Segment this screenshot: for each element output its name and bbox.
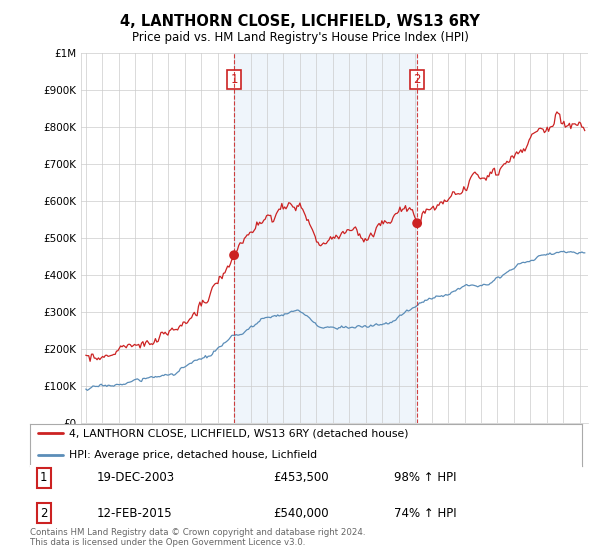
Text: 1: 1: [40, 471, 47, 484]
Text: 2: 2: [413, 73, 421, 86]
Bar: [234, 53, 417, 423]
Text: £453,500: £453,500: [273, 471, 329, 484]
Text: 12-FEB-2015: 12-FEB-2015: [96, 506, 172, 520]
Text: Price paid vs. HM Land Registry's House Price Index (HPI): Price paid vs. HM Land Registry's House …: [131, 31, 469, 44]
Text: 2: 2: [40, 506, 47, 520]
Point: [229, 251, 239, 260]
Point: [412, 219, 422, 228]
Text: £540,000: £540,000: [273, 506, 329, 520]
Text: HPI: Average price, detached house, Lichfield: HPI: Average price, detached house, Lich…: [68, 450, 317, 460]
Text: 98% ↑ HPI: 98% ↑ HPI: [394, 471, 457, 484]
Text: 19-DEC-2003: 19-DEC-2003: [96, 471, 175, 484]
Text: Contains HM Land Registry data © Crown copyright and database right 2024.
This d: Contains HM Land Registry data © Crown c…: [30, 528, 365, 547]
Text: 1: 1: [230, 73, 238, 86]
Text: 4, LANTHORN CLOSE, LICHFIELD, WS13 6RY: 4, LANTHORN CLOSE, LICHFIELD, WS13 6RY: [120, 14, 480, 29]
Text: 4, LANTHORN CLOSE, LICHFIELD, WS13 6RY (detached house): 4, LANTHORN CLOSE, LICHFIELD, WS13 6RY (…: [68, 428, 408, 438]
Text: 74% ↑ HPI: 74% ↑ HPI: [394, 506, 457, 520]
